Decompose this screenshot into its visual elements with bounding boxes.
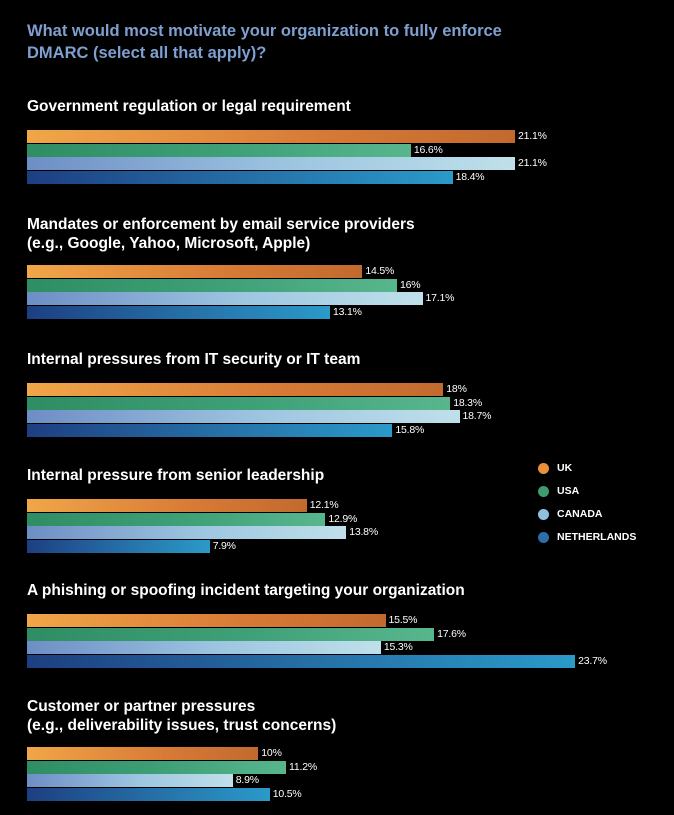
data-label: 15.3% [383,641,413,653]
legend-dot-icon [538,486,549,497]
legend-label: USA [557,485,580,497]
chart-title: What would most motivate your organizati… [27,22,502,62]
data-label: 13.8% [349,526,378,538]
data-label: 23.7% [578,654,607,667]
data-label: 8.9% [235,774,259,786]
legend-dot-icon [538,463,549,474]
data-label: 16.6% [413,143,443,156]
data-label: 11.2% [289,760,317,773]
bar-usa [27,143,411,157]
bar-uk [27,383,444,396]
data-label: 16% [400,278,421,291]
data-label: 21.1% [518,157,547,169]
data-label: 15.8% [395,423,425,436]
data-label: 18.7% [462,410,492,422]
legend-label: NETHERLANDS [557,531,637,543]
legend-dot-icon [538,509,549,520]
category-label: Internal pressure from senior leadership [27,467,325,484]
bar-usa [27,278,397,292]
bar-usa [27,396,451,410]
data-label: 21.1% [518,130,547,142]
bar-uk [27,614,386,627]
bar-netherlands [27,787,270,801]
category-label: Mandates or enforcement by email service… [27,216,415,252]
bar-canada [27,774,233,787]
bar-uk [27,747,259,760]
bar-uk [27,265,363,278]
bar-netherlands [27,539,210,553]
bar-uk [27,499,307,512]
data-label: 18% [446,383,467,395]
category-label: Internal pressures from IT security or I… [27,351,361,368]
data-label: 10% [261,747,282,759]
bar-canada [27,410,460,423]
category-label: Customer or partner pressures (e.g., del… [27,698,337,734]
bar-usa [27,627,435,641]
bar-uk [27,130,515,143]
bar-canada [27,526,347,539]
data-label: 14.5% [365,265,395,277]
data-label: 13.1% [333,305,362,318]
data-label: 18.4% [455,170,485,183]
data-label: 17.1% [425,292,455,304]
bar-netherlands [27,654,576,668]
bar-netherlands [27,170,453,184]
data-label: 15.5% [388,614,418,626]
legend-dot-icon [538,532,549,543]
category-label: Government regulation or legal requireme… [27,98,351,115]
data-label: 17.6% [437,627,466,640]
bar-canada [27,157,515,170]
data-label: 10.5% [272,787,302,800]
data-label: 18.3% [453,396,482,409]
data-label: 12.9% [328,512,358,525]
bar-netherlands [27,423,393,437]
bar-usa [27,512,326,526]
data-label: 12.1% [309,499,339,511]
data-label: 7.9% [212,539,236,552]
category-label: A phishing or spoofing incident targetin… [27,582,465,599]
bar-canada [27,292,423,305]
legend-label: CANADA [557,508,603,520]
bar-netherlands [27,305,330,319]
legend-label: UK [557,462,573,474]
bar-usa [27,760,286,774]
bar-canada [27,641,381,654]
